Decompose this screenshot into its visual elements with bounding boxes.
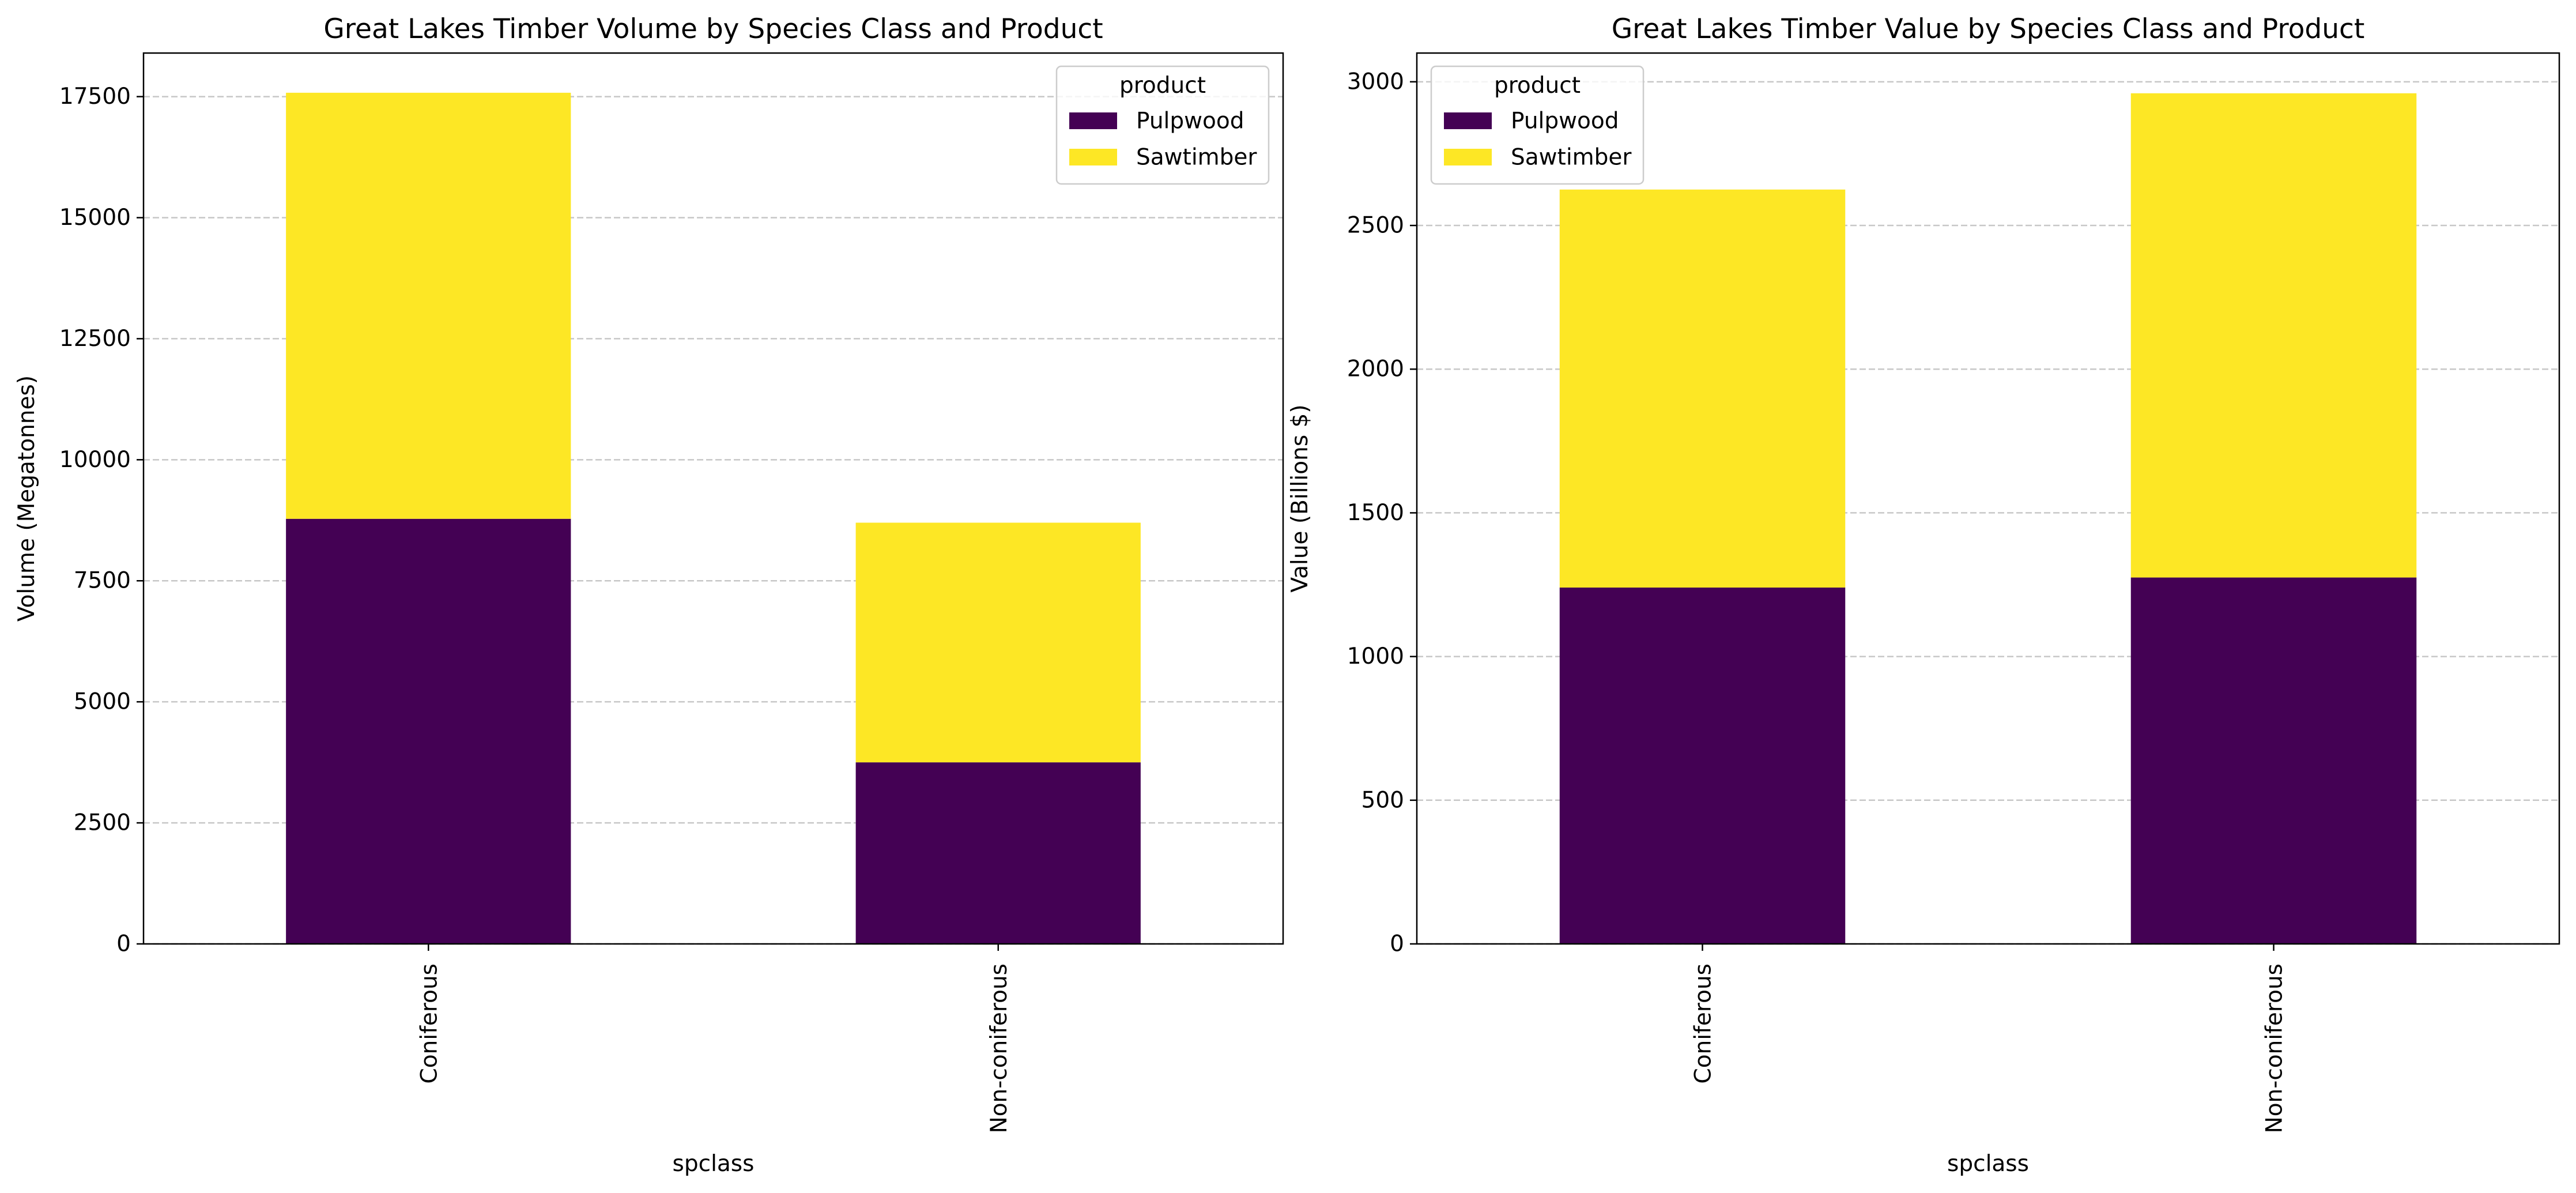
y-axis-label: Volume (Megatonnes) bbox=[14, 375, 40, 622]
y-tick-label: 3000 bbox=[1347, 69, 1404, 95]
legend-title: product bbox=[1494, 73, 1581, 99]
y-tick-label: 7500 bbox=[74, 568, 131, 594]
bar-pulpwood-non-coniferous bbox=[2130, 577, 2417, 944]
y-tick-label: 5000 bbox=[74, 689, 131, 715]
bar-sawtimber-non-coniferous bbox=[2130, 93, 2417, 578]
y-tick-label: 0 bbox=[1390, 931, 1404, 957]
legend-label-pulpwood: Pulpwood bbox=[1511, 108, 1619, 134]
y-tick-label: 17500 bbox=[59, 84, 131, 110]
legend-swatch-sawtimber bbox=[1069, 149, 1117, 165]
y-tick-label: 15000 bbox=[59, 205, 131, 231]
y-tick-label: 0 bbox=[116, 931, 131, 957]
legend-swatch-pulpwood bbox=[1444, 112, 1492, 129]
y-tick-label: 1500 bbox=[1347, 500, 1404, 526]
y-tick-label: 500 bbox=[1361, 787, 1404, 813]
value-chart-panel: 0 500 1000 1500 2000 2500 3000 Coniferous Non-co… bbox=[1287, 13, 2560, 1177]
chart-title: Great Lakes Timber Value by Species Clas… bbox=[1612, 13, 2365, 45]
bar-sawtimber-non-coniferous bbox=[855, 522, 1141, 763]
y-axis-label: Value (Billions $) bbox=[1287, 404, 1313, 592]
chart-title: Great Lakes Timber Volume by Species Cla… bbox=[323, 13, 1103, 45]
legend-label-sawtimber: Sawtimber bbox=[1511, 145, 1632, 171]
legend-swatch-sawtimber bbox=[1444, 149, 1492, 165]
legend: product Pulpwood Sawtimber bbox=[1430, 65, 1645, 185]
bar-sawtimber-coniferous bbox=[1559, 189, 1846, 588]
legend-label-pulpwood: Pulpwood bbox=[1136, 108, 1244, 134]
x-tick-label: Coniferous bbox=[1691, 964, 1717, 1083]
y-tick-label: 12500 bbox=[59, 326, 131, 352]
plot-frame bbox=[1416, 52, 2560, 945]
legend-swatch-pulpwood bbox=[1069, 112, 1117, 129]
bar-pulpwood-coniferous bbox=[286, 518, 571, 944]
x-tick-label: Non-coniferous bbox=[2262, 964, 2288, 1133]
plot-frame bbox=[142, 52, 1284, 945]
y-tick-label: 2500 bbox=[74, 810, 131, 836]
y-tick-label: 2500 bbox=[1347, 213, 1404, 239]
y-tick-label: 2000 bbox=[1347, 356, 1404, 382]
x-axis-label: spclass bbox=[1947, 1151, 2029, 1177]
x-tick-label: Coniferous bbox=[416, 964, 442, 1083]
legend-label-sawtimber: Sawtimber bbox=[1136, 145, 1257, 171]
legend: product Pulpwood Sawtimber bbox=[1055, 65, 1270, 185]
y-tick-label: 10000 bbox=[59, 447, 131, 473]
bar-sawtimber-coniferous bbox=[286, 92, 571, 519]
bar-pulpwood-coniferous bbox=[1559, 588, 1846, 944]
volume-chart-panel: 0 2500 5000 7500 10000 12500 15000 17500 Conifer… bbox=[14, 13, 1284, 1177]
bar-pulpwood-non-coniferous bbox=[855, 762, 1141, 944]
legend-title: product bbox=[1119, 73, 1206, 99]
x-tick-label: Non-coniferous bbox=[986, 964, 1012, 1133]
y-tick-label: 1000 bbox=[1347, 643, 1404, 669]
x-axis-label: spclass bbox=[673, 1151, 755, 1177]
